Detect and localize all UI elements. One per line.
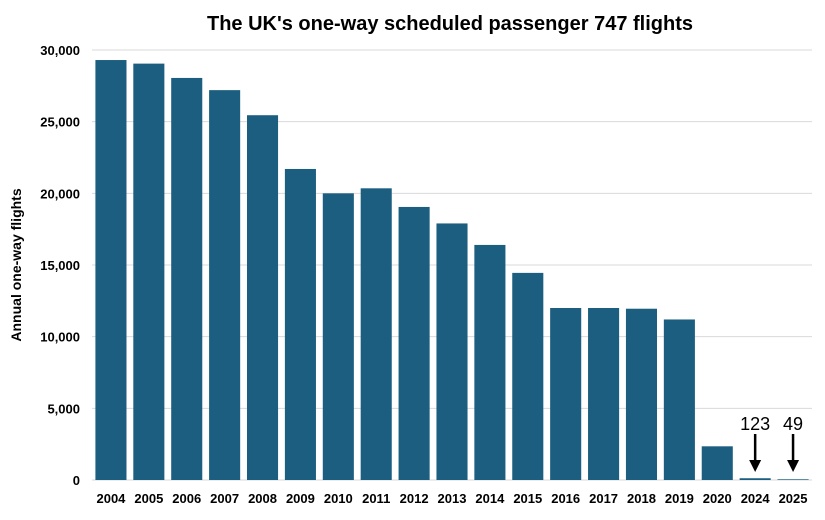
bar-2014 xyxy=(474,244,506,480)
bar-2018 xyxy=(625,308,658,480)
arrow-down-icon xyxy=(749,460,762,472)
x-tick-label: 2012 xyxy=(400,491,429,506)
bar-2012 xyxy=(398,206,430,480)
x-tick-label: 2014 xyxy=(475,491,505,506)
y-tick-label: 25,000 xyxy=(40,115,80,130)
x-tick-label: 2019 xyxy=(665,491,694,506)
x-tick-label: 2018 xyxy=(627,491,656,506)
bar-2015 xyxy=(512,272,544,480)
bar-2006 xyxy=(171,77,203,480)
bar-2009 xyxy=(284,168,316,480)
y-tick-label: 5,000 xyxy=(47,401,80,416)
bar-2010 xyxy=(322,193,354,481)
bar-2016 xyxy=(550,308,582,480)
bar-2020 xyxy=(701,446,733,480)
data-label-2025: 49 xyxy=(783,414,803,434)
bar-2019 xyxy=(663,319,695,480)
x-tick-label: 2005 xyxy=(134,491,163,506)
x-tick-label: 2009 xyxy=(286,491,315,506)
x-tick-label: 2011 xyxy=(362,491,390,506)
y-tick-label: 15,000 xyxy=(40,258,80,273)
bar-2024 xyxy=(739,478,771,480)
bar-2005 xyxy=(133,63,165,480)
y-axis-label: Annual one-way flights xyxy=(8,188,24,341)
x-tick-label: 2007 xyxy=(210,491,239,506)
x-tick-label: 2006 xyxy=(172,491,201,506)
bar-2008 xyxy=(246,115,279,480)
y-tick-label: 0 xyxy=(73,473,80,488)
x-tick-label: 2004 xyxy=(96,491,126,506)
bar-2017 xyxy=(588,308,620,480)
x-tick-label: 2013 xyxy=(438,491,467,506)
bar-2004 xyxy=(95,60,127,481)
bar-2011 xyxy=(360,188,392,481)
x-tick-label: 2010 xyxy=(324,491,353,506)
bar-2025 xyxy=(777,479,809,480)
arrow-down-icon xyxy=(787,460,800,472)
bar-2007 xyxy=(209,90,241,480)
x-tick-label: 2015 xyxy=(513,491,542,506)
x-tick-label: 2024 xyxy=(741,491,771,506)
bar-2013 xyxy=(436,223,468,480)
x-tick-label: 2020 xyxy=(703,491,732,506)
chart-title: The UK's one-way scheduled passenger 747… xyxy=(207,13,693,35)
y-tick-label: 30,000 xyxy=(40,43,80,58)
x-tick-label: 2008 xyxy=(248,491,277,506)
y-tick-label: 10,000 xyxy=(40,330,80,345)
x-tick-label: 2017 xyxy=(589,491,618,506)
data-label-2024: 123 xyxy=(740,414,770,434)
x-tick-label: 2016 xyxy=(551,491,580,506)
y-tick-label: 20,000 xyxy=(40,186,80,201)
x-tick-label: 2025 xyxy=(779,491,808,506)
